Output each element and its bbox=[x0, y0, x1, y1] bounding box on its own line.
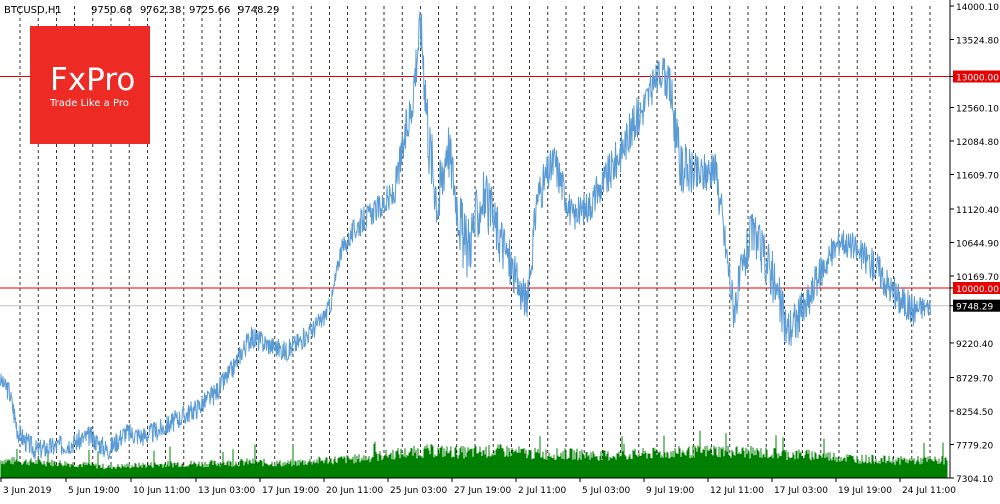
horizontal-levels bbox=[0, 75, 950, 307]
header-close: 9748.29 bbox=[238, 5, 279, 16]
y-axis-tick-label: 8729.70 bbox=[956, 375, 993, 385]
y-axis-tick-label: 12560.10 bbox=[956, 105, 999, 115]
x-axis-tick-label: 27 Jun 19:00 bbox=[454, 486, 511, 496]
x-axis-tick-label: 3 Jun 2019 bbox=[3, 486, 52, 496]
x-axis-tick-label: 5 Jul 03:00 bbox=[582, 486, 631, 496]
logo-brand: FxPro bbox=[50, 62, 135, 98]
x-axis-tick-label: 25 Jun 03:00 bbox=[390, 486, 447, 496]
header-symbol: BTCUSD,H1 bbox=[4, 5, 62, 16]
axes bbox=[0, 0, 951, 479]
x-axis-tick-label: 17 Jul 03:00 bbox=[774, 486, 828, 496]
current-price-box bbox=[953, 299, 1000, 312]
y-axis-tick-label: 8254.50 bbox=[956, 408, 993, 418]
logo-tagline: Trade Like a Pro bbox=[49, 98, 129, 109]
volume-histogram bbox=[0, 430, 948, 478]
x-axis-tick-label: 20 Jun 11:00 bbox=[326, 486, 383, 496]
x-axis-tick-labels: 3 Jun 2019 5 Jun 19:00 10 Jun 11:00 13 Jun … bbox=[0, 478, 956, 496]
y-axis-current-label: 9748.29 bbox=[956, 303, 993, 313]
chart-header: BTCUSD,H1 9750.68 9762.38 9725.66 9748.2… bbox=[4, 5, 279, 16]
y-axis-level-label: 10000.00 bbox=[956, 285, 999, 295]
x-axis-tick-label: 19 Jul 19:00 bbox=[838, 486, 892, 496]
header-high: 9762.38 bbox=[140, 5, 181, 16]
y-axis-tick-label: 7779.20 bbox=[956, 442, 993, 452]
y-axis-tick-label: 9220.40 bbox=[956, 340, 993, 350]
x-axis-tick-label: 12 Jul 11:00 bbox=[710, 486, 764, 496]
y-axis-tick-label: 14000.10 bbox=[956, 3, 999, 13]
x-axis-tick-label: 17 Jun 19:00 bbox=[262, 486, 319, 496]
y-axis-tick-label: 11120.40 bbox=[956, 206, 999, 216]
x-axis-tick-label: 10 Jun 11:00 bbox=[133, 486, 190, 496]
y-axis-tick-label: 10169.70 bbox=[956, 273, 999, 283]
x-axis-tick-label: 13 Jun 03:00 bbox=[198, 486, 255, 496]
y-axis-tick-label: 11609.70 bbox=[956, 172, 999, 182]
x-axis-tick-label: 5 Jun 19:00 bbox=[68, 486, 120, 496]
header-open: 9750.68 bbox=[91, 5, 132, 16]
x-axis-tick-label: 2 Jul 11:00 bbox=[518, 486, 567, 496]
logo-background bbox=[30, 26, 150, 144]
x-axis-tick-label: 24 Jul 11:00 bbox=[902, 486, 956, 496]
y-axis-tick-labels: 14000.10 13524.80 13000.00 12560.10 12084.80… bbox=[950, 3, 1000, 485]
y-axis-tick-label: 13524.80 bbox=[956, 37, 999, 47]
y-axis-tick-label: 12084.80 bbox=[956, 138, 999, 148]
x-axis-tick-label: 9 Jul 19:00 bbox=[646, 486, 695, 496]
price-series-line bbox=[0, 11, 931, 461]
price-label-box bbox=[953, 70, 1000, 83]
fxpro-logo: FxPro Trade Like a Pro bbox=[30, 26, 150, 144]
price-label-box bbox=[953, 282, 1000, 294]
y-axis-level-label: 13000.00 bbox=[956, 74, 999, 84]
header-low: 9725.66 bbox=[189, 5, 230, 16]
y-axis-tick-label: 10644.90 bbox=[956, 240, 999, 250]
y-axis-tick-label: 7304.10 bbox=[956, 475, 993, 485]
